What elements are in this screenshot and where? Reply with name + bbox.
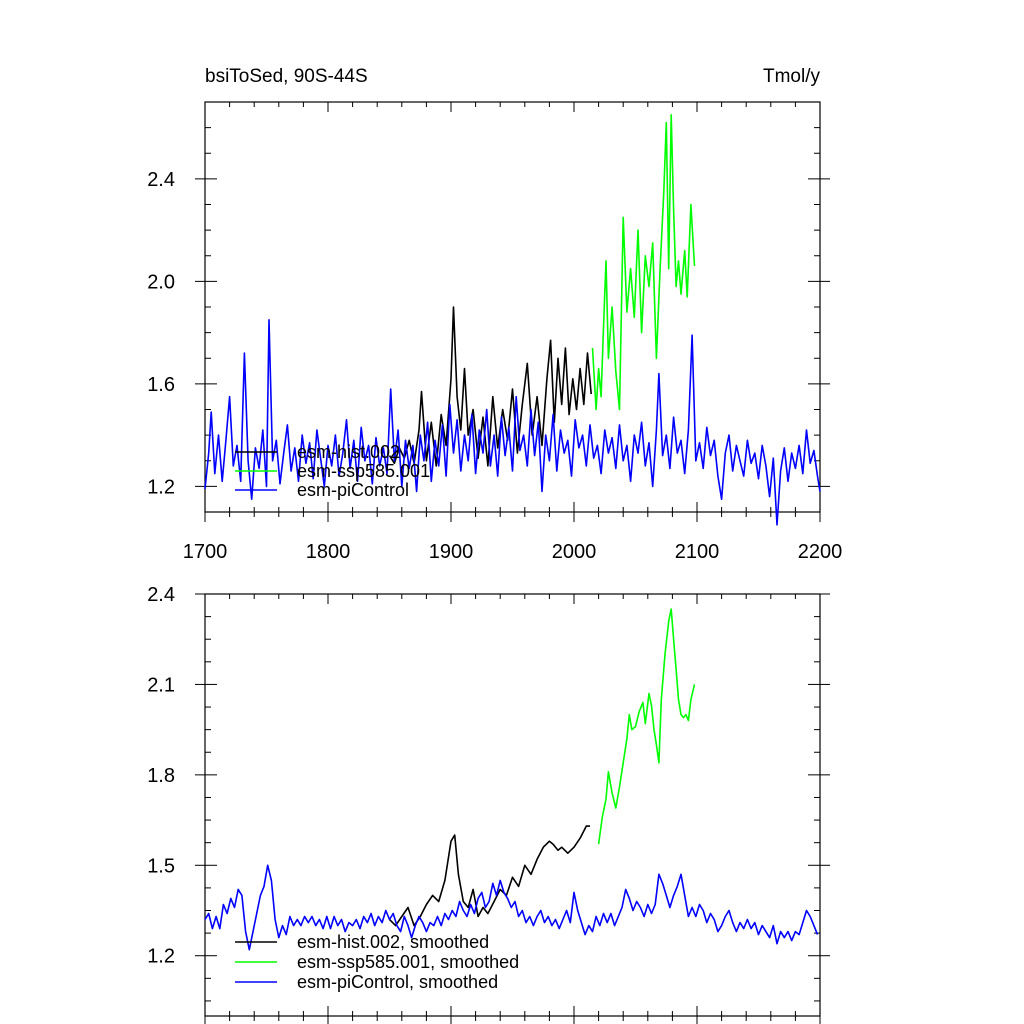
series-line-esm-picontrol-smoothed [204,864,819,951]
series-line-esm-picontrol [204,319,821,526]
x-tick-label: 1700 [183,541,228,563]
y-tick-label: 2.1 [147,674,175,696]
y-tick-label: 2.0 [147,271,175,293]
series-line-esm-ssp585-001 [591,114,696,411]
series-line-esm-hist-002-smoothed [388,825,590,927]
legend-label: esm-ssp585.001 [297,461,430,481]
top-panel-title: bsiToSed, 90S-44S [205,66,368,87]
legend-label: esm-hist.002 [297,442,400,462]
y-tick-label: 1.5 [147,855,175,877]
legend-label: esm-hist.002, smoothed [297,932,489,952]
y-tick-label: 1.6 [147,374,175,396]
legend-label: esm-piControl [297,480,409,500]
top-panel: bsiToSed, 90S-44S Tmol/y 1700 1800 1900 200… [147,66,842,563]
x-tick-label: 2100 [675,541,720,563]
y-tick-label: 1.8 [147,765,175,787]
legend-label: esm-ssp585.001, smoothed [297,952,519,972]
x-tick-label: 2000 [552,541,597,563]
y-tick-label: 1.2 [147,946,175,968]
series-line-esm-ssp585-001-smoothed [597,608,696,845]
y-tick-label: 2.4 [147,169,175,191]
y-tick-label: 1.2 [147,476,175,498]
top-panel-units: Tmol/y [763,66,821,87]
legend-label: esm-piControl, smoothed [297,972,498,992]
x-tick-label: 2200 [798,541,843,563]
x-tick-label: 1800 [306,541,351,563]
plot-frame [204,593,821,1017]
x-tick-label: 1900 [429,541,474,563]
series-line-esm-hist-002 [388,306,592,467]
y-tick-label: 2.4 [147,584,175,606]
